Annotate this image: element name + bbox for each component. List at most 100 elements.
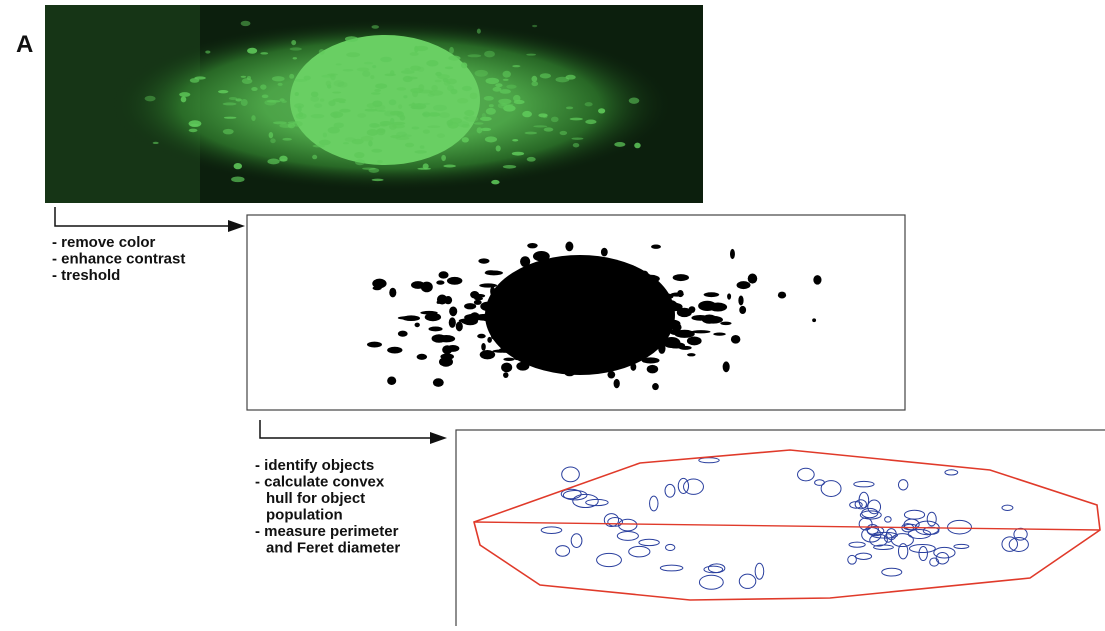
cell xyxy=(290,47,302,50)
blob xyxy=(541,271,560,281)
cell xyxy=(310,96,319,102)
cell xyxy=(426,60,438,67)
cell xyxy=(423,163,429,169)
blob xyxy=(620,291,631,298)
cell xyxy=(241,76,247,78)
cell xyxy=(474,122,484,125)
blob xyxy=(614,379,620,388)
blob xyxy=(673,274,689,281)
cell xyxy=(544,127,554,131)
cell xyxy=(376,128,385,135)
outline-frame xyxy=(456,430,1105,626)
blob xyxy=(387,347,402,354)
blob xyxy=(389,288,396,298)
cell xyxy=(190,124,199,127)
cell xyxy=(503,79,509,81)
blob xyxy=(577,279,591,285)
cell xyxy=(467,54,481,57)
cell xyxy=(333,112,337,118)
blob xyxy=(563,301,585,309)
blob xyxy=(563,329,571,333)
blob xyxy=(598,361,605,371)
blob xyxy=(739,306,746,314)
blob xyxy=(651,245,661,249)
blob xyxy=(613,314,620,319)
cell xyxy=(296,113,307,119)
cell xyxy=(279,159,288,161)
cell xyxy=(470,93,478,99)
blob xyxy=(703,317,708,320)
cell xyxy=(390,111,402,116)
blob xyxy=(529,318,547,325)
blob xyxy=(545,363,552,368)
blob xyxy=(565,242,573,252)
cell xyxy=(443,165,456,168)
blob xyxy=(501,363,512,373)
blob xyxy=(428,327,442,332)
step-line: and Feret diameter xyxy=(266,540,400,557)
blob xyxy=(591,279,597,282)
cell xyxy=(282,138,292,141)
cell xyxy=(251,87,257,91)
blob xyxy=(433,378,444,387)
blob xyxy=(649,278,658,283)
blob xyxy=(503,372,508,378)
blob xyxy=(628,300,639,309)
blob xyxy=(612,330,633,341)
cell xyxy=(311,114,325,118)
blob xyxy=(439,357,453,367)
cell xyxy=(512,65,520,67)
cell xyxy=(392,122,406,125)
cell xyxy=(372,179,384,182)
blob xyxy=(622,270,638,275)
blob xyxy=(633,337,652,345)
cell xyxy=(433,105,447,111)
blob xyxy=(470,291,479,298)
blob xyxy=(778,292,786,299)
figure: A - remove color- enhance contrast- tres… xyxy=(0,0,1105,626)
cell xyxy=(489,104,494,107)
cell xyxy=(298,106,302,113)
blob xyxy=(544,261,560,270)
cell xyxy=(566,106,573,109)
cell xyxy=(291,40,296,45)
cell xyxy=(377,160,383,163)
blob xyxy=(612,263,626,271)
cell xyxy=(585,120,596,125)
cell xyxy=(439,112,450,118)
blob xyxy=(474,300,482,305)
cell xyxy=(614,142,625,147)
step-line: - treshold xyxy=(52,267,120,284)
cell xyxy=(486,108,496,115)
blob xyxy=(620,357,631,364)
cell xyxy=(462,137,469,142)
cell xyxy=(314,103,322,108)
cell xyxy=(484,96,494,101)
cell xyxy=(293,57,297,59)
blob xyxy=(438,335,456,342)
blob xyxy=(476,314,490,321)
cell xyxy=(190,78,200,83)
cell xyxy=(585,102,593,106)
cell xyxy=(234,163,242,169)
cell xyxy=(566,75,576,80)
blob xyxy=(545,316,565,319)
step-line: - calculate convex xyxy=(255,474,385,491)
cell xyxy=(332,92,341,94)
cell xyxy=(371,25,379,29)
blob xyxy=(520,256,530,267)
cell xyxy=(368,140,372,146)
cell xyxy=(514,100,525,104)
cell xyxy=(447,122,458,129)
cell xyxy=(503,165,516,169)
blob xyxy=(437,301,441,304)
blob xyxy=(652,383,659,390)
cell xyxy=(367,103,376,108)
cell xyxy=(418,84,424,91)
blob xyxy=(687,336,702,345)
cell xyxy=(354,152,364,158)
cell xyxy=(404,68,410,70)
cell xyxy=(189,129,198,133)
cell xyxy=(496,145,501,151)
blob xyxy=(485,271,503,276)
